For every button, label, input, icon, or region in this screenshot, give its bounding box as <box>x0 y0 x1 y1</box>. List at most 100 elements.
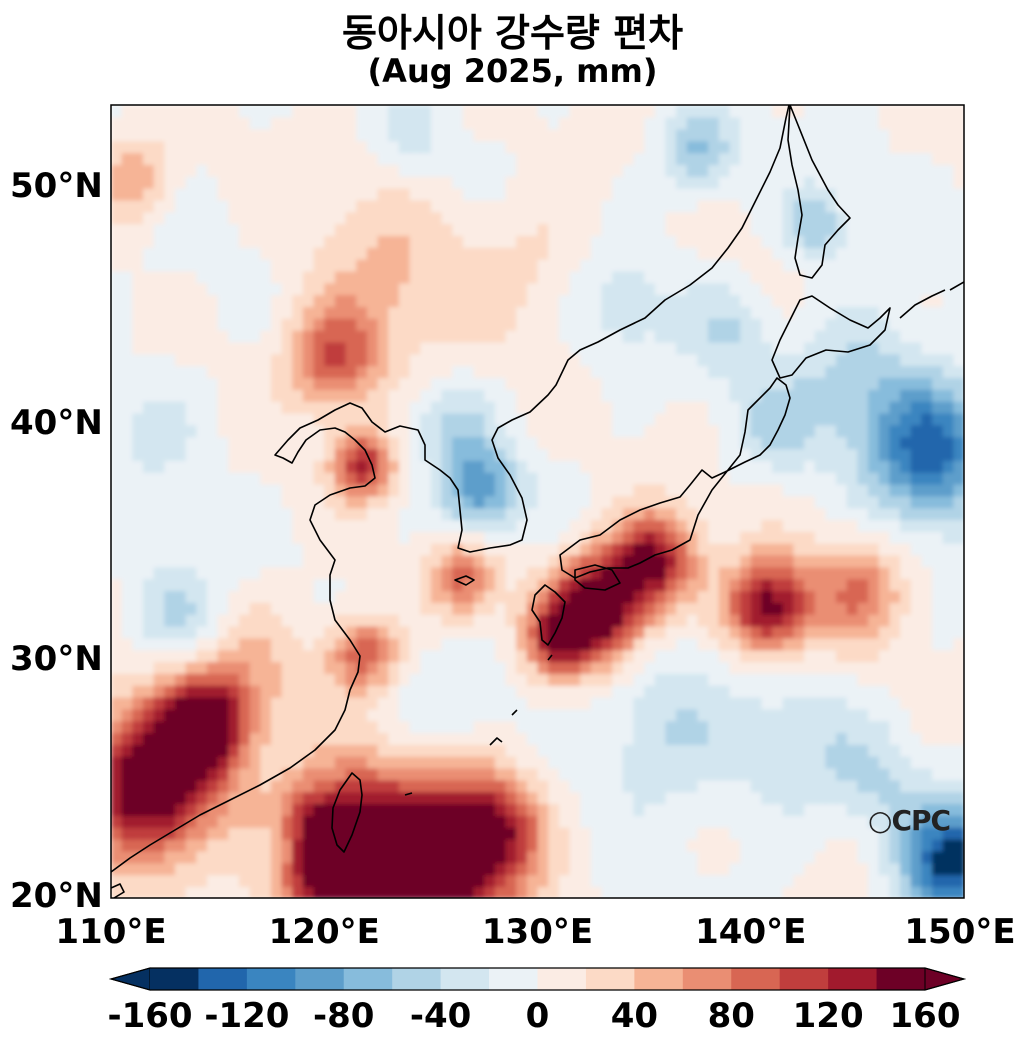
anomaly-cell <box>302 826 315 840</box>
anomaly-cell <box>324 826 336 840</box>
anomaly-cell <box>921 519 933 532</box>
anomaly-cell <box>249 294 262 308</box>
anomaly-cell <box>409 377 422 390</box>
anomaly-cell <box>217 519 230 532</box>
anomaly-cell <box>420 389 432 402</box>
anomaly-cell <box>430 270 443 284</box>
anomaly-cell <box>217 483 230 497</box>
anomaly-cell <box>409 258 422 272</box>
anomaly-cell <box>889 637 901 651</box>
anomaly-cell <box>121 531 134 544</box>
anomaly-cell <box>580 578 592 592</box>
anomaly-cell <box>238 566 251 580</box>
anomaly-cell <box>356 187 368 201</box>
anomaly-cell <box>164 779 176 793</box>
anomaly-cell <box>846 720 859 734</box>
anomaly-cell <box>537 673 549 686</box>
anomaly-cell <box>313 235 326 248</box>
anomaly-cell <box>111 755 123 769</box>
anomaly-cell <box>761 187 773 201</box>
anomaly-cell <box>772 436 784 450</box>
anomaly-cell <box>558 176 571 189</box>
anomaly-cell <box>164 815 176 828</box>
anomaly-cell <box>910 673 923 686</box>
anomaly-cell <box>932 412 944 426</box>
anomaly-cell <box>260 211 272 225</box>
anomaly-cell <box>206 176 219 189</box>
anomaly-cell <box>452 353 464 367</box>
anomaly-cell <box>366 341 379 355</box>
anomaly-cell <box>953 542 964 556</box>
anomaly-cell <box>686 211 699 225</box>
anomaly-cell <box>516 400 528 414</box>
anomaly-cell <box>665 353 677 367</box>
anomaly-cell <box>516 838 528 852</box>
anomaly-cell <box>804 649 816 663</box>
anomaly-cell <box>921 566 933 580</box>
anomaly-cell <box>633 329 645 343</box>
anomaly-cell <box>398 258 411 272</box>
anomaly-cell <box>868 282 880 296</box>
anomaly-cell <box>686 803 699 816</box>
anomaly-cell <box>142 235 155 248</box>
anomaly-cell <box>804 318 816 331</box>
anomaly-cell <box>953 744 964 757</box>
anomaly-cell <box>270 803 283 816</box>
anomaly-cell <box>921 755 933 769</box>
anomaly-cell <box>750 176 763 189</box>
anomaly-cell <box>132 294 144 308</box>
anomaly-cell <box>718 531 731 544</box>
anomaly-cell <box>494 684 507 698</box>
anomaly-cell <box>644 176 656 189</box>
anomaly-cell <box>761 270 773 284</box>
anomaly-cell <box>804 791 816 805</box>
anomaly-cell <box>836 353 848 367</box>
anomaly-cell <box>921 590 933 603</box>
anomaly-cell <box>878 779 891 793</box>
anomaly-cell <box>740 282 752 296</box>
anomaly-cell <box>516 542 528 556</box>
anomaly-cell <box>174 211 187 225</box>
anomaly-cell <box>484 258 496 272</box>
anomaly-cell <box>473 389 485 402</box>
anomaly-cell <box>228 637 240 651</box>
anomaly-cell <box>388 353 400 367</box>
anomaly-cell <box>612 850 624 864</box>
anomaly-cell <box>889 566 901 580</box>
anomaly-cell <box>633 566 645 580</box>
anomaly-cell <box>708 578 720 592</box>
anomaly-cell <box>633 649 645 663</box>
anomaly-cell <box>548 826 560 840</box>
anomaly-cell <box>217 341 230 355</box>
anomaly-cell <box>953 791 964 805</box>
anomaly-cell <box>473 318 485 331</box>
anomaly-cell <box>185 365 198 379</box>
anomaly-cell <box>366 542 379 556</box>
anomaly-cell <box>111 282 123 296</box>
anomaly-cell <box>388 329 400 343</box>
anomaly-cell <box>516 755 528 769</box>
anomaly-cell <box>676 448 688 461</box>
anomaly-cell <box>910 306 923 319</box>
anomaly-cell <box>217 258 230 272</box>
anomaly-cell <box>292 389 304 402</box>
anomaly-cell <box>249 258 262 272</box>
anomaly-cell <box>270 838 283 852</box>
anomaly-cell <box>377 850 390 864</box>
anomaly-cell <box>473 815 485 828</box>
anomaly-cell <box>846 531 859 544</box>
anomaly-cell <box>324 554 336 568</box>
anomaly-cell <box>238 755 251 769</box>
anomaly-cell <box>740 838 752 852</box>
anomaly-cell <box>942 826 955 840</box>
anomaly-cell <box>473 424 485 438</box>
anomaly-cell <box>612 294 624 308</box>
anomaly-cell <box>356 318 368 331</box>
anomaly-cell <box>238 838 251 852</box>
anomaly-cell <box>590 673 603 686</box>
anomaly-cell <box>281 673 294 686</box>
anomaly-cell <box>196 389 208 402</box>
anomaly-cell <box>633 862 645 876</box>
anomaly-cell <box>601 886 613 898</box>
anomaly-cell <box>782 329 795 343</box>
